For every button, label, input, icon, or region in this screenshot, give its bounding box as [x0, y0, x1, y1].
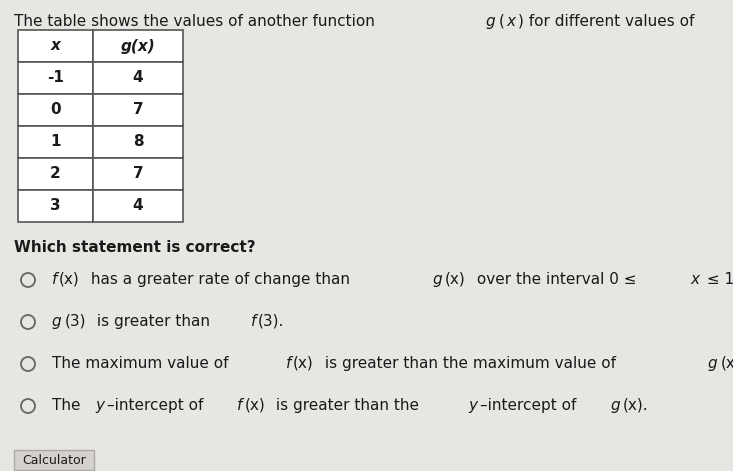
- Text: 8: 8: [133, 135, 144, 149]
- Bar: [93, 190, 183, 222]
- Text: (x): (x): [293, 356, 314, 371]
- Text: g: g: [708, 356, 718, 371]
- Text: (x): (x): [244, 398, 265, 413]
- Text: y: y: [468, 398, 477, 413]
- Bar: [93, 30, 183, 62]
- Text: (x).: (x).: [623, 398, 649, 413]
- Text: 7: 7: [133, 103, 144, 117]
- Text: The: The: [52, 398, 85, 413]
- Bar: [18, 158, 93, 190]
- Text: -1: -1: [47, 71, 64, 86]
- Text: g: g: [611, 398, 620, 413]
- Text: 1: 1: [51, 135, 61, 149]
- Text: 2: 2: [50, 167, 61, 181]
- Text: g(x): g(x): [121, 39, 155, 54]
- Text: y: y: [95, 398, 104, 413]
- Text: Which statement is correct?: Which statement is correct?: [14, 240, 256, 255]
- Bar: [18, 190, 93, 222]
- Bar: [18, 94, 93, 126]
- Text: x: x: [506, 14, 515, 29]
- Text: 3: 3: [50, 198, 61, 213]
- Bar: [93, 62, 183, 94]
- Text: over the interval 0 ≤: over the interval 0 ≤: [472, 272, 641, 287]
- Text: –intercept of: –intercept of: [480, 398, 581, 413]
- Text: x: x: [690, 272, 699, 287]
- Text: 4: 4: [133, 71, 144, 86]
- Text: f: f: [237, 398, 243, 413]
- Text: 0: 0: [50, 103, 61, 117]
- Text: Calculator: Calculator: [22, 454, 86, 466]
- Bar: [93, 158, 183, 190]
- Bar: [18, 62, 93, 94]
- Text: f: f: [286, 356, 292, 371]
- Bar: [14, 450, 94, 470]
- Text: is greater than: is greater than: [92, 314, 215, 329]
- Text: g: g: [52, 314, 62, 329]
- Text: g: g: [432, 272, 442, 287]
- Text: f: f: [251, 314, 256, 329]
- Text: ) for different values of: ) for different values of: [517, 14, 699, 29]
- Text: f: f: [52, 272, 57, 287]
- Bar: [93, 126, 183, 158]
- Bar: [18, 30, 93, 62]
- Text: (3): (3): [65, 314, 86, 329]
- Text: is greater than the maximum value of: is greater than the maximum value of: [320, 356, 621, 371]
- Text: (3).: (3).: [257, 314, 284, 329]
- Text: (x): (x): [59, 272, 80, 287]
- Bar: [18, 126, 93, 158]
- Text: is greater than the: is greater than the: [271, 398, 424, 413]
- Text: The maximum value of: The maximum value of: [52, 356, 233, 371]
- Text: (x).: (x).: [721, 356, 733, 371]
- Text: The table shows the values of another function: The table shows the values of another fu…: [14, 14, 380, 29]
- Text: ≤ 1.: ≤ 1.: [702, 272, 733, 287]
- Text: –intercept of: –intercept of: [107, 398, 208, 413]
- Text: (x): (x): [445, 272, 465, 287]
- Text: (: (: [498, 14, 504, 29]
- Text: has a greater rate of change than: has a greater rate of change than: [86, 272, 355, 287]
- Text: 7: 7: [133, 167, 144, 181]
- Text: g: g: [486, 14, 496, 29]
- Bar: [93, 94, 183, 126]
- Text: 4: 4: [133, 198, 144, 213]
- Text: x: x: [51, 39, 60, 54]
